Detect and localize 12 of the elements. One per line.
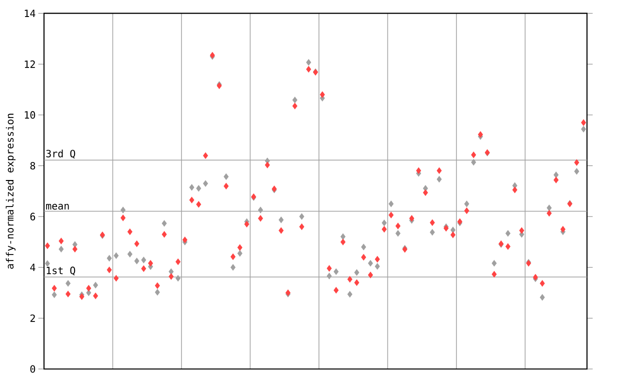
y-tick-label: 0 — [30, 365, 36, 373]
y-tick-label: 4 — [30, 264, 36, 272]
y-axis-title: affy-normalized expression — [6, 114, 16, 269]
ref-line-label: mean — [46, 204, 69, 210]
y-tick-label: 8 — [30, 162, 36, 170]
y-tick-label: 12 — [24, 60, 35, 68]
y-tick-label: 10 — [24, 111, 36, 119]
y-tick-label: 2 — [30, 314, 35, 322]
ref-line-label: 1st Q — [46, 266, 76, 276]
y-tick-label: 6 — [30, 212, 36, 220]
y-tick-label: 14 — [24, 10, 36, 17]
ref-line-label: 3rd Q — [46, 150, 76, 159]
